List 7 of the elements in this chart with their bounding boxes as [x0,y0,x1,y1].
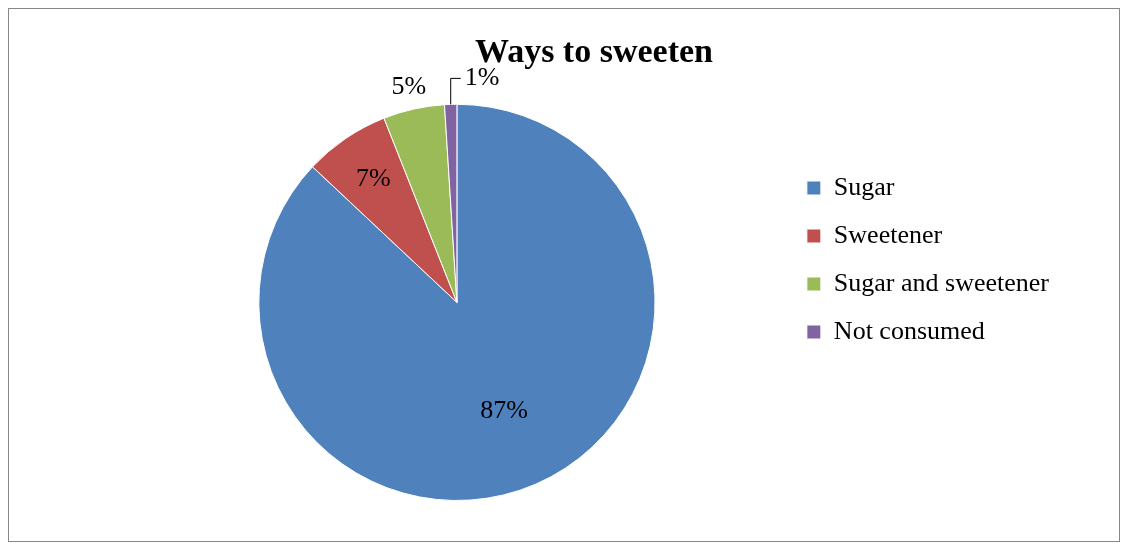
data-label: 87% [480,395,528,425]
legend-label: Not consumed [833,315,985,345]
legend-label: Sugar and sweetener [833,267,1050,297]
legend-label: Sugar [833,171,895,201]
legend-label: Sweetener [833,219,943,249]
data-label: 5% [391,71,427,101]
data-label: 7% [356,163,391,193]
